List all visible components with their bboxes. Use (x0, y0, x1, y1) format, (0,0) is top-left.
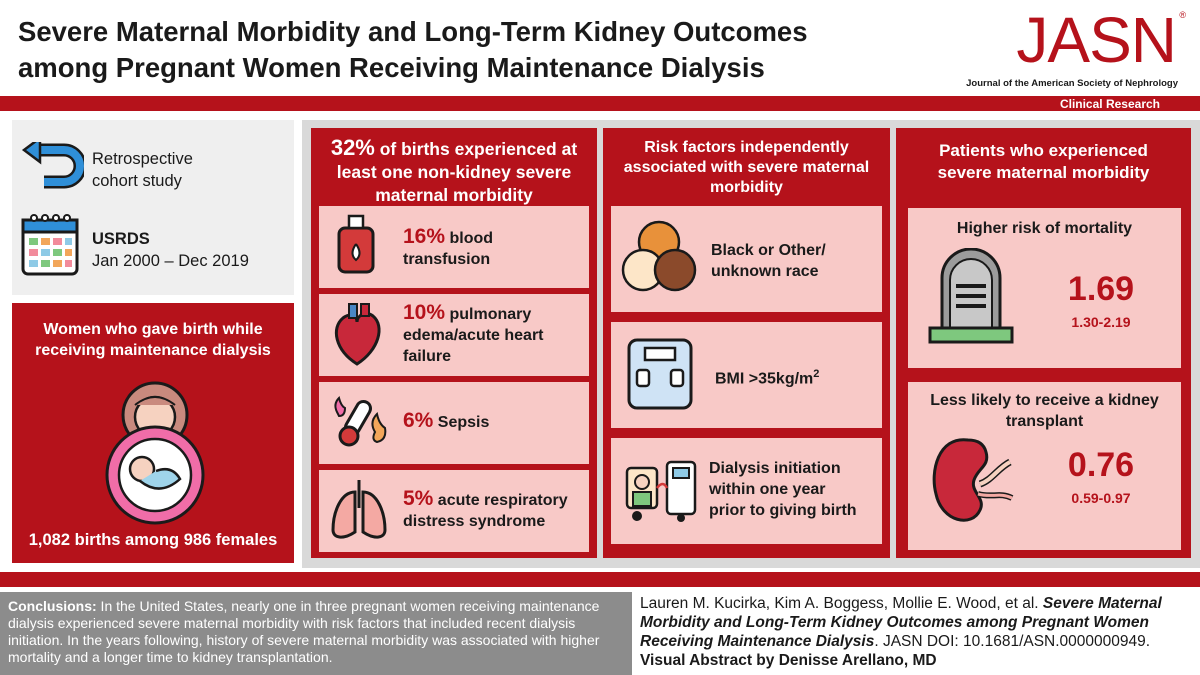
bmi-label: BMI >35kg/m (715, 370, 814, 388)
births-headline-text-2: least one non-kidney severe (336, 162, 572, 182)
title-line-1: Severe Maternal Morbidity and Long-Term … (18, 16, 808, 47)
study-info-box: Retrospective cohort study USRDS Jan 200… (12, 120, 294, 295)
transfusion-text: 16% blood transfusion (403, 226, 493, 270)
respiratory-pct: 5% (403, 487, 434, 510)
study-design-line-1: Retrospective (92, 150, 193, 168)
page-title: Severe Maternal Morbidity and Long-Term … (18, 14, 938, 86)
heart-organ-icon (334, 303, 381, 366)
dialysis-line-1: Dialysis initiation (709, 460, 841, 477)
kidney-icon (932, 438, 1014, 522)
data-source-name: USRDS (92, 230, 150, 248)
population-count: 1,082 births among 986 females (28, 531, 278, 549)
heart-label-3: failure (403, 348, 452, 365)
calendar-icon (21, 214, 79, 276)
births-headline-text-1: of births experienced at (374, 139, 578, 159)
race-text: Black or Other/ unknown race (711, 240, 826, 282)
morbidity-card-sepsis: 6% Sepsis (319, 382, 589, 464)
citation-doi: . JASN DOI: 10.1681/ASN.0000000949. (874, 633, 1151, 650)
mortality-ci: 1.30-2.19 (1071, 314, 1131, 330)
jasn-logo: JASN (1016, 4, 1177, 76)
heart-text: 10% pulmonary edema/acute heart failure (403, 302, 544, 367)
bmi-superscript: 2 (813, 368, 820, 380)
pregnant-woman-icon (105, 381, 205, 525)
conclusions-label: Conclusions: (8, 598, 97, 614)
population-heading-line-2: receiving maintenance dialysis (35, 342, 271, 359)
risk-card-race: Black or Other/ unknown race (611, 206, 882, 312)
data-source: USRDS Jan 2000 – Dec 2019 (92, 228, 249, 272)
outcomes-heading-line-2: severe maternal morbidity (937, 163, 1150, 182)
lungs-icon (331, 480, 387, 539)
transplant-card: Less likely to receive a kidney transpla… (908, 382, 1181, 550)
dialysis-line-2: within one year (709, 481, 826, 498)
population-box: Women who gave birth while receiving mai… (12, 303, 294, 563)
citation-title: Severe Maternal Morbidity and Long-Term … (640, 595, 1162, 650)
births-headline: 32% of births experienced at least one n… (311, 136, 597, 207)
title-line-2: among Pregnant Women Receiving Maintenan… (18, 52, 765, 83)
bmi-text: BMI >35kg/m2 (715, 364, 819, 389)
respiratory-label-2: distress syndrome (403, 513, 546, 530)
mortality-label: Higher risk of mortality (956, 220, 1133, 237)
risk-card-dialysis: Dialysis initiation within one year prio… (611, 438, 882, 544)
citation-authors: Lauren M. Kucirka, Kim A. Boggess, Molli… (640, 595, 1043, 612)
transplant-label: Less likely to receive a kidney transpla… (908, 390, 1181, 432)
study-design: Retrospective cohort study (92, 148, 193, 192)
section-label: Clinical Research (1059, 97, 1160, 111)
bottom-divider-bar (0, 572, 1200, 587)
logo-subtitle: Journal of the American Society of Nephr… (966, 78, 1178, 89)
risk-factors-panel: Risk factors independently associated wi… (603, 128, 890, 558)
mortality-hazard-value: 1.69 (1067, 270, 1135, 308)
outcomes-panel: Patients who experienced severe maternal… (896, 128, 1191, 558)
race-line-2: unknown race (711, 263, 819, 280)
overlapping-circles-icon (621, 220, 697, 292)
conclusions-box: Conclusions: In the United States, nearl… (0, 592, 632, 675)
top-divider-bar (0, 96, 1200, 111)
conclusions-text: In the United States, nearly one in thre… (8, 598, 600, 665)
citation: Lauren M. Kucirka, Kim A. Boggess, Molli… (640, 594, 1196, 670)
sepsis-text: 6% Sepsis (403, 410, 489, 433)
sepsis-label: Sepsis (433, 414, 490, 431)
heart-pct: 10% (403, 301, 446, 324)
dialysis-machine-icon (625, 460, 697, 522)
sepsis-pct: 6% (403, 409, 434, 432)
risk-heading-line-2: associated with severe maternal (623, 159, 870, 176)
study-period: Jan 2000 – Dec 2019 (92, 252, 249, 270)
transfusion-pct: 16% (403, 225, 446, 248)
mortality-card: Higher risk of mortality 1.69 1.30-2.19 (908, 208, 1181, 368)
transplant-label-line-2: transplant (1005, 413, 1084, 430)
transplant-ci: 0.59-0.97 (1071, 490, 1131, 506)
thermometer-fire-icon (334, 396, 387, 447)
heart-label-2: edema/acute heart (403, 327, 544, 344)
transplant-hazard-value: 0.76 (1067, 446, 1135, 484)
risk-heading: Risk factors independently associated wi… (603, 138, 890, 198)
outcomes-heading-line-1: Patients who experienced (939, 141, 1148, 160)
transfusion-label-1: blood (445, 230, 494, 247)
births-panel: 32% of births experienced at least one n… (311, 128, 597, 558)
scale-icon (627, 338, 693, 410)
dialysis-text: Dialysis initiation within one year prio… (709, 458, 857, 521)
risk-heading-line-1: Risk factors independently (644, 139, 849, 156)
births-headline-text-3: maternal morbidity (375, 185, 533, 205)
logo-registered-mark: ® (1179, 10, 1186, 20)
risk-card-bmi: BMI >35kg/m2 (611, 322, 882, 428)
return-arrow-icon (21, 142, 84, 189)
respiratory-text: 5% acute respiratory distress syndrome (403, 488, 568, 532)
population-heading: Women who gave birth while receiving mai… (12, 319, 294, 361)
respiratory-label-1: acute respiratory (433, 492, 568, 509)
study-design-line-2: cohort study (92, 172, 182, 190)
tombstone-icon (928, 248, 1014, 344)
outcomes-heading: Patients who experienced severe maternal… (896, 140, 1191, 184)
dialysis-line-3: prior to giving birth (709, 502, 857, 519)
heart-label-1: pulmonary (445, 306, 532, 323)
transfusion-label-2: transfusion (403, 251, 491, 268)
morbidity-card-transfusion: 16% blood transfusion (319, 206, 589, 288)
morbidity-card-heart: 10% pulmonary edema/acute heart failure (319, 294, 589, 376)
morbidity-card-respiratory: 5% acute respiratory distress syndrome (319, 470, 589, 552)
blood-bag-icon (337, 214, 375, 274)
risk-heading-line-3: morbidity (710, 179, 783, 196)
citation-credit: Visual Abstract by Denisse Arellano, MD (640, 652, 937, 669)
population-heading-line-1: Women who gave birth while (43, 321, 263, 338)
births-headline-pct: 32% (330, 135, 375, 160)
race-line-1: Black or Other/ (711, 242, 826, 259)
transplant-label-line-1: Less likely to receive a kidney (930, 392, 1159, 409)
